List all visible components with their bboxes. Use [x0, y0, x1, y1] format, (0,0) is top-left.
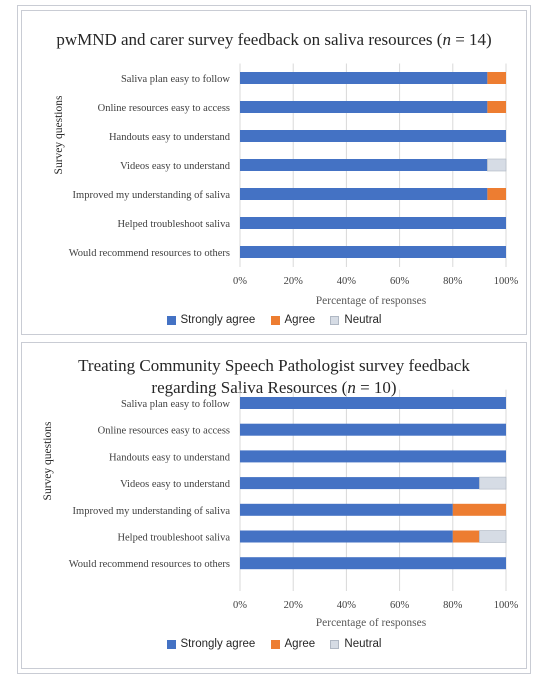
x-tick-label: 40% — [337, 276, 357, 287]
y-category-label: Handouts easy to understand — [109, 132, 231, 143]
y-category-label: Improved my understanding of saliva — [73, 506, 231, 517]
bar-agree — [452, 503, 506, 516]
bar-strongly-agree — [240, 477, 480, 490]
bar-strongly-agree — [240, 557, 506, 570]
x-tick-label: 20% — [284, 600, 304, 611]
x-tick-label: 80% — [443, 600, 463, 611]
bar-agree — [452, 530, 480, 543]
bar-neutral — [487, 158, 507, 172]
legend-item-strongly-agree: Strongly agree — [166, 314, 255, 326]
y-category-label: Would recommend resources to others — [69, 248, 230, 259]
chart-legend: Strongly agree Agree Neutral — [22, 314, 526, 328]
y-category-label: Online resources easy to access — [98, 103, 230, 114]
chart-title-line-2: regarding Saliva Resources (n = 10) — [151, 378, 397, 397]
bar-strongly-agree — [240, 450, 506, 463]
y-category-label: Would recommend resources to others — [69, 559, 230, 570]
legend-item-agree: Agree — [270, 638, 315, 650]
x-tick-label: 100% — [494, 276, 519, 287]
bar-strongly-agree — [240, 188, 488, 200]
legend-swatch — [270, 639, 280, 649]
y-category-label: Helped troubleshoot saliva — [117, 219, 230, 230]
chart-panel-pwmnd: pwMND and carer survey feedback on saliv… — [21, 10, 527, 335]
legend-swatch — [330, 639, 340, 649]
bar-strongly-agree — [240, 397, 506, 409]
x-tick-label: 0% — [233, 600, 247, 611]
x-axis-title: Percentage of responses — [315, 617, 427, 629]
bar-strongly-agree — [240, 130, 506, 142]
bar-strongly-agree — [240, 159, 488, 171]
legend-swatch — [330, 315, 340, 325]
legend-item-agree: Agree — [270, 314, 315, 326]
chart-legend: Strongly agree Agree Neutral — [22, 638, 526, 652]
x-tick-label: 60% — [390, 276, 410, 287]
y-category-label: Helped troubleshoot saliva — [117, 533, 230, 544]
y-category-label: Handouts easy to understand — [109, 452, 231, 463]
y-category-label: Videos easy to understand — [120, 161, 231, 172]
bar-strongly-agree — [240, 101, 488, 113]
bar-strongly-agree — [240, 246, 506, 258]
x-tick-label: 0% — [233, 276, 247, 287]
bar-strongly-agree — [240, 72, 488, 84]
y-category-label: Videos easy to understand — [120, 479, 231, 490]
bar-strongly-agree — [240, 423, 506, 436]
chart-title-line-1: Treating Community Speech Pathologist su… — [78, 356, 470, 375]
chart-panel-speech-pathologist: Treating Community Speech Pathologist su… — [21, 342, 527, 669]
bar-strongly-agree — [240, 530, 453, 543]
y-category-label: Saliva plan easy to follow — [121, 74, 230, 85]
chart-title: Treating Community Speech Pathologist su… — [22, 355, 526, 399]
legend-swatch — [166, 639, 176, 649]
bar-neutral — [479, 476, 507, 490]
chart-plot-area: 0% 20% 40% 60% 80% 100% Saliva plan easy to fo… — [69, 389, 519, 611]
bar-agree — [487, 72, 506, 84]
legend-item-strongly-agree: Strongly agree — [166, 638, 255, 650]
bar-agree — [487, 101, 506, 113]
bar-strongly-agree — [240, 503, 453, 516]
y-category-label: Improved my understanding of saliva — [73, 190, 231, 201]
chart-title: pwMND and carer survey feedback on saliv… — [56, 30, 492, 49]
x-tick-label: 20% — [284, 276, 304, 287]
x-tick-label: 60% — [390, 600, 410, 611]
legend-swatch — [166, 315, 176, 325]
legend-item-neutral: Neutral — [330, 638, 381, 650]
legend-item-neutral: Neutral — [330, 314, 381, 326]
bar-neutral — [479, 530, 507, 543]
x-tick-label: 80% — [443, 276, 463, 287]
legend-swatch — [270, 315, 280, 325]
y-category-label: Online resources easy to access — [98, 426, 230, 437]
y-category-label: Saliva plan easy to follow — [121, 399, 230, 410]
x-tick-label: 40% — [337, 600, 357, 611]
bar-strongly-agree — [240, 217, 506, 229]
chart-plot-area: 0% 20% 40% 60% 80% 100% Saliva plan easy to fo… — [69, 63, 519, 287]
bar-agree — [487, 188, 506, 200]
x-axis-title: Percentage of responses — [315, 295, 427, 307]
figure-frame — [17, 5, 531, 674]
x-tick-label: 100% — [494, 600, 519, 611]
